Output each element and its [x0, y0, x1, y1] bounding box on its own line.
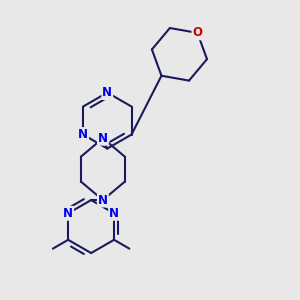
- Text: N: N: [98, 194, 108, 207]
- Text: N: N: [78, 128, 88, 141]
- Text: N: N: [109, 207, 119, 220]
- Text: O: O: [192, 26, 203, 39]
- Text: N: N: [102, 86, 112, 99]
- Text: N: N: [98, 132, 108, 145]
- Text: N: N: [63, 207, 73, 220]
